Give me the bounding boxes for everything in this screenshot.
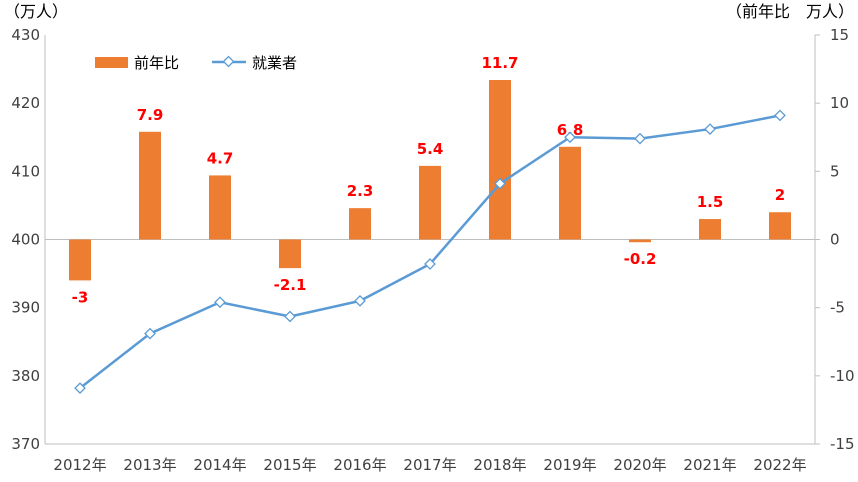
- right-tick-label: 5: [830, 162, 840, 180]
- left-tick-label: 400: [11, 231, 40, 249]
- line-point: [564, 131, 576, 144]
- bar: [209, 175, 231, 240]
- bar-data-label: 4.7: [207, 149, 234, 167]
- left-axis-ticks: 370 380 390 400 410 420 430: [11, 26, 40, 453]
- bar: [419, 165, 441, 240]
- bar-data-label: -0.2: [624, 250, 657, 268]
- bar-data-label: -2.1: [274, 276, 307, 294]
- right-tick-label: 0: [830, 231, 840, 249]
- left-tick-label: 380: [11, 367, 40, 385]
- bar-data-label: 11.7: [481, 54, 518, 72]
- bar-series: [69, 79, 791, 281]
- category-label: 2016年: [333, 456, 386, 474]
- legend: 前年比 就業者: [95, 54, 297, 72]
- left-tick-label: 420: [11, 94, 40, 112]
- category-axis-labels: 2012年 2013年 2014年 2015年 2016年 2017年 2018年 2019年…: [53, 456, 806, 474]
- bar: [349, 208, 371, 240]
- right-axis-unit: （前年比 万人）: [726, 2, 854, 21]
- bar: [629, 239, 651, 243]
- category-label: 2019年: [543, 456, 596, 474]
- bar: [69, 239, 91, 281]
- left-tick-label: 390: [11, 299, 40, 317]
- line-point: [704, 123, 716, 135]
- bar-data-label: 2: [775, 186, 785, 204]
- left-tick-label: 410: [11, 162, 40, 180]
- line-point: [494, 177, 506, 190]
- category-label: 2018年: [473, 456, 526, 474]
- right-tick-label: -15: [830, 435, 855, 453]
- line-series: [74, 109, 786, 394]
- bar-data-label: 6.8: [557, 121, 584, 139]
- right-tick-label: 10: [830, 94, 849, 112]
- bar: [139, 131, 161, 240]
- legend-bar-label: 前年比: [134, 54, 179, 72]
- bar-data-label: 5.4: [417, 140, 444, 158]
- bar: [279, 239, 301, 269]
- bar: [769, 212, 791, 240]
- bar: [559, 146, 581, 240]
- line-point: [74, 382, 86, 394]
- bar-data-label: 7.9: [137, 106, 164, 124]
- category-label: 2013年: [123, 456, 176, 474]
- bar-data-labels: -3 7.9 4.7 -2.1 2.3 5.4 11.7 6.8 -0.2 1.5 2: [72, 54, 786, 306]
- right-axis-ticks: -15 -10 -5 0 5 10 15: [815, 26, 855, 453]
- left-axis-unit: （万人）: [4, 2, 68, 21]
- category-label: 2012年: [53, 456, 106, 474]
- legend-bar-swatch: [95, 57, 128, 68]
- line-point: [774, 109, 786, 122]
- bar-data-label: 2.3: [347, 182, 374, 200]
- line-point: [144, 327, 156, 340]
- category-label: 2017年: [403, 456, 456, 474]
- line-point: [424, 258, 436, 270]
- line-point: [284, 310, 296, 323]
- bar: [699, 219, 721, 240]
- line-point: [214, 296, 226, 309]
- right-tick-label: -5: [830, 299, 845, 317]
- category-label: 2020年: [613, 456, 666, 474]
- bar-data-label: 1.5: [697, 193, 724, 211]
- left-tick-label: 430: [11, 26, 40, 44]
- left-tick-label: 370: [11, 435, 40, 453]
- right-tick-label: -10: [830, 367, 855, 385]
- category-label: 2014年: [193, 456, 246, 474]
- category-label: 2015年: [263, 456, 316, 474]
- category-label: 2022年: [753, 456, 806, 474]
- line-point: [354, 294, 366, 307]
- line-point: [634, 132, 646, 145]
- bar-data-label: -3: [72, 288, 89, 306]
- category-label: 2021年: [683, 456, 736, 474]
- bar: [489, 79, 511, 240]
- legend-line-label: 就業者: [252, 54, 297, 72]
- right-tick-label: 15: [830, 26, 849, 44]
- legend-line-marker: [222, 55, 235, 68]
